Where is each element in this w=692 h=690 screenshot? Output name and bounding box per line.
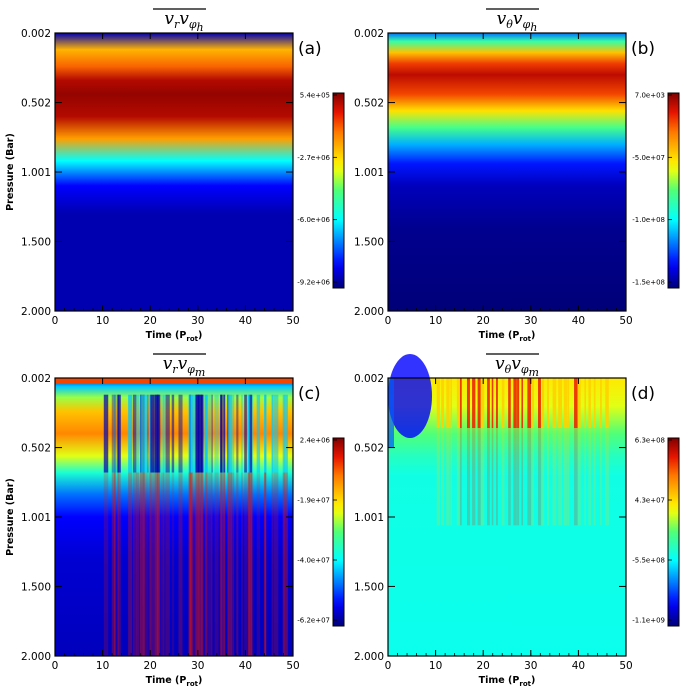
y-axis-label: Pressure (Bar) [5, 133, 16, 211]
x-axis-label: Time (Prot) [479, 330, 536, 343]
panel-label: (a) [298, 39, 322, 59]
colorbar [667, 437, 680, 627]
y-tick-label: 0.502 [21, 443, 51, 455]
y-tick-label: 1.001 [21, 167, 51, 179]
x-tick-label: 40 [572, 315, 585, 327]
panel-c: 0 10 20 30 40 50 0.002 0.502 1.001 1.500 2.000 Time… [5, 353, 345, 688]
panel-a: 0 10 20 30 40 50 0.002 0.502 1.001 1.500 2.000 Time… [5, 8, 345, 343]
y-tick-label: 0.002 [354, 373, 384, 385]
colorbar-tick-label: -6.2e+07 [297, 617, 330, 625]
x-tick-label: 40 [239, 660, 252, 672]
colorbar-tick-label: -4.0e+07 [297, 557, 330, 565]
colorbar [667, 92, 680, 289]
x-tick-label: 30 [191, 660, 204, 672]
x-tick-label: 10 [429, 660, 442, 672]
y-tick-label: 0.502 [354, 98, 384, 110]
x-tick-label: 50 [286, 315, 299, 327]
colorbar-tick-label: 6.3e+08 [635, 437, 665, 445]
x-tick-label: 10 [429, 315, 442, 327]
colorbar-tick-label: -5.5e+08 [632, 557, 665, 565]
y-tick-label: 0.502 [21, 98, 51, 110]
y-tick-label: 0.502 [354, 443, 384, 455]
panel-label: (c) [298, 384, 321, 404]
colorbar [332, 92, 345, 289]
y-tick-label: 1.500 [21, 236, 51, 248]
colorbar-tick-label: -9.2e+06 [297, 279, 330, 287]
y-tick-label: 0.002 [354, 28, 384, 40]
colorbar-tick-label: -1.0e+08 [632, 216, 665, 224]
y-tick-label: 1.001 [354, 512, 384, 524]
x-tick-label: 10 [96, 660, 109, 672]
panel-title: vθvφh [497, 9, 538, 34]
colorbar-tick-label: 5.4e+05 [300, 92, 330, 100]
x-tick-label: 20 [144, 315, 157, 327]
x-tick-label: 50 [619, 660, 632, 672]
colorbar-tick-label: -1.5e+08 [632, 279, 665, 287]
x-tick-label: 20 [477, 660, 490, 672]
colorbar-tick-label: 2.4e+06 [300, 437, 331, 445]
x-axis-label: Time (Prot) [146, 675, 203, 688]
y-tick-label: 2.000 [21, 651, 51, 663]
x-tick-label: 50 [286, 660, 299, 672]
y-tick-label: 1.500 [354, 581, 384, 593]
y-tick-label: 2.000 [354, 651, 384, 663]
colorbar-tick-label: 7.0e+03 [635, 92, 665, 100]
x-axis-label: Time (Prot) [146, 330, 203, 343]
y-tick-label: 1.001 [21, 512, 51, 524]
heatmap-stripes [388, 354, 609, 526]
heatmap-stripes [55, 378, 293, 656]
panel-label: (d) [631, 384, 655, 404]
colorbar-tick-label: -6.0e+06 [297, 216, 330, 224]
y-tick-label: 0.002 [21, 28, 51, 40]
colorbar-tick-label: 4.3e+07 [635, 497, 665, 505]
colorbar-tick-label: -1.9e+07 [297, 497, 330, 505]
y-tick-label: 1.001 [354, 167, 384, 179]
y-tick-label: 1.500 [354, 236, 384, 248]
colorbar-tick-label: -1.1e+09 [632, 617, 665, 625]
panel-title: vθvφm [495, 354, 539, 379]
colorbar [332, 437, 345, 627]
x-tick-label: 50 [619, 315, 632, 327]
y-axis-label: Pressure (Bar) [5, 478, 16, 556]
y-tick-label: 2.000 [21, 306, 51, 318]
panel-d: 0 10 20 30 40 50 0.002 0.502 1.001 1.500 2.000 Time… [354, 353, 680, 688]
y-tick-label: 0.002 [21, 373, 51, 385]
x-tick-label: 40 [572, 660, 585, 672]
colorbar-tick-label: -2.7e+06 [297, 154, 330, 162]
x-tick-label: 40 [239, 315, 252, 327]
y-tick-label: 1.500 [21, 581, 51, 593]
heatmap-field [388, 378, 626, 656]
panel-label: (b) [631, 39, 655, 59]
x-tick-label: 0 [385, 315, 392, 327]
heatmap-field [388, 33, 626, 311]
x-tick-label: 30 [524, 660, 537, 672]
x-axis-label: Time (Prot) [479, 675, 536, 688]
y-tick-label: 2.000 [354, 306, 384, 318]
colorbar-tick-label: -5.0e+07 [632, 154, 665, 162]
x-tick-label: 30 [524, 315, 537, 327]
heatmap-field [55, 33, 293, 311]
panel-title: vrvφh [164, 9, 203, 34]
x-tick-label: 20 [477, 315, 490, 327]
x-tick-label: 30 [191, 315, 204, 327]
x-tick-label: 0 [52, 660, 59, 672]
panel-title: vrvφm [163, 354, 206, 379]
x-tick-label: 10 [96, 315, 109, 327]
x-tick-label: 20 [144, 660, 157, 672]
panel-b: 0 10 20 30 40 50 0.002 0.502 1.001 1.500 2.000 Time… [354, 8, 680, 343]
x-tick-label: 0 [52, 315, 59, 327]
x-tick-label: 0 [385, 660, 392, 672]
